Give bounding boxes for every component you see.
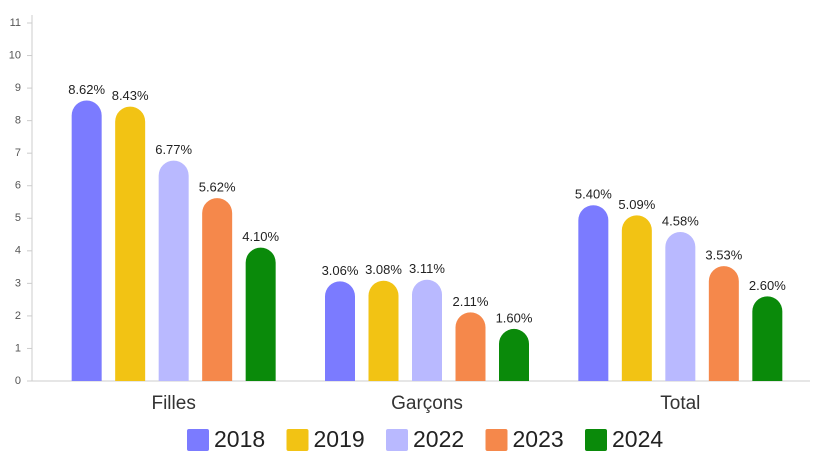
bar (412, 279, 442, 381)
y-tick-label: 7 (15, 147, 21, 159)
bar (455, 312, 486, 381)
data-label: 5.40% (575, 187, 612, 202)
data-label: 3.06% (322, 263, 359, 278)
y-tick-label: 4 (15, 245, 21, 257)
legend-label: 2018 (214, 426, 265, 452)
legend-swatch (485, 429, 508, 451)
data-label: 4.10% (242, 229, 279, 244)
bar (752, 296, 783, 381)
legend-label: 2023 (513, 426, 564, 452)
bar (158, 160, 189, 381)
data-label: 8.62% (68, 82, 105, 97)
y-tick-label: 1 (15, 342, 21, 354)
data-label: 3.11% (409, 261, 445, 276)
y-tick-label: 5 (15, 212, 21, 224)
y-tick-label: 9 (15, 82, 21, 94)
x-tick-label: Total (660, 393, 700, 414)
legend-swatch (286, 429, 309, 451)
data-label: 3.53% (705, 248, 742, 263)
y-tick-label: 2 (15, 310, 21, 322)
data-label: 2.11% (453, 294, 489, 309)
y-tick-label: 0 (15, 375, 21, 387)
bar (71, 100, 102, 381)
bar (499, 328, 529, 381)
y-tick-label: 3 (15, 277, 21, 289)
bar (665, 231, 696, 381)
data-label: 5.62% (199, 180, 236, 195)
bar (578, 205, 609, 381)
data-label: 4.58% (662, 213, 699, 228)
data-label: 2.60% (749, 278, 786, 293)
bar (325, 281, 355, 381)
legend-label: 2022 (413, 426, 464, 452)
data-label: 3.08% (365, 262, 402, 277)
data-label: 6.77% (155, 142, 192, 157)
data-label: 1.60% (496, 310, 533, 325)
legend-swatch (585, 429, 607, 451)
y-tick-label: 11 (10, 17, 21, 29)
y-tick-label: 8 (15, 115, 21, 127)
legend-label: 2019 (314, 426, 365, 452)
bar (368, 280, 399, 381)
bar (708, 266, 739, 381)
legend-swatch (187, 429, 209, 451)
legend-swatch (386, 429, 408, 451)
legend-label: 2024 (612, 426, 663, 452)
x-tick-label: Garçons (391, 393, 463, 414)
bar (621, 215, 652, 381)
bar (115, 106, 146, 381)
bar (245, 247, 276, 381)
bar (202, 198, 233, 381)
y-tick-label: 10 (9, 49, 21, 61)
y-tick-label: 6 (15, 180, 21, 192)
x-tick-label: Filles (151, 393, 195, 414)
data-label: 5.09% (618, 197, 655, 212)
data-label: 8.43% (112, 88, 149, 103)
